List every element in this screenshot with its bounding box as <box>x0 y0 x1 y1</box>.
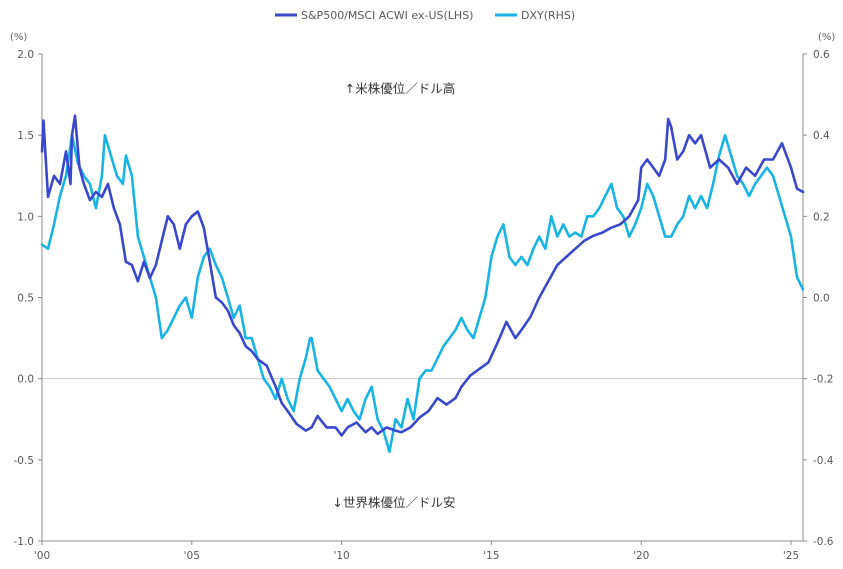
left-tick-label: 1.0 <box>17 211 34 223</box>
x-tick-label: '25 <box>783 550 799 562</box>
left-tick-label: -0.5 <box>14 455 35 467</box>
x-tick-label: '20 <box>633 550 649 562</box>
right-tick-label: 0.4 <box>813 130 830 142</box>
x-tick-label: '00 <box>34 550 50 562</box>
legend: S&P500/MSCI ACWI ex-US(LHS) DXY(RHS) <box>275 9 575 22</box>
right-tick-label: -0.4 <box>813 455 834 467</box>
series-line-dxy <box>40 133 805 453</box>
legend-label-sp500: S&P500/MSCI ACWI ex-US(LHS) <box>301 9 473 22</box>
right-tick-label: 0.0 <box>813 293 830 305</box>
left-tick-label: 0.5 <box>17 293 34 305</box>
series-line-sp500 <box>40 114 805 437</box>
right-tick-label: 0.2 <box>813 211 830 223</box>
left-tick-label: 1.5 <box>17 130 34 142</box>
left-tick-label: 2.0 <box>17 49 34 61</box>
right-tick-label: -0.2 <box>813 374 834 386</box>
annotation-upper: ↑米株優位／ドル高 <box>345 81 455 96</box>
right-tick-label: 0.6 <box>813 49 830 61</box>
right-axis-unit: (%) <box>818 32 835 43</box>
right-tick-label: -0.6 <box>813 536 834 548</box>
x-tick-label: '05 <box>184 550 200 562</box>
left-axis-unit: (%) <box>10 32 27 43</box>
legend-label-dxy: DXY(RHS) <box>521 9 575 22</box>
x-tick-label: '10 <box>333 550 349 562</box>
annotation-lower: ↓世界株優位／ドル安 <box>333 495 456 510</box>
left-tick-label: -1.0 <box>14 536 35 548</box>
x-tick-label: '15 <box>483 550 499 562</box>
plot-area <box>40 114 805 453</box>
axes: 2.0 1.5 1.0 0.5 0.0 -0.5 -1.0 0.6 0.4 0.2 0.0 -0.2 -… <box>14 49 834 562</box>
left-tick-label: 0.0 <box>17 374 34 386</box>
